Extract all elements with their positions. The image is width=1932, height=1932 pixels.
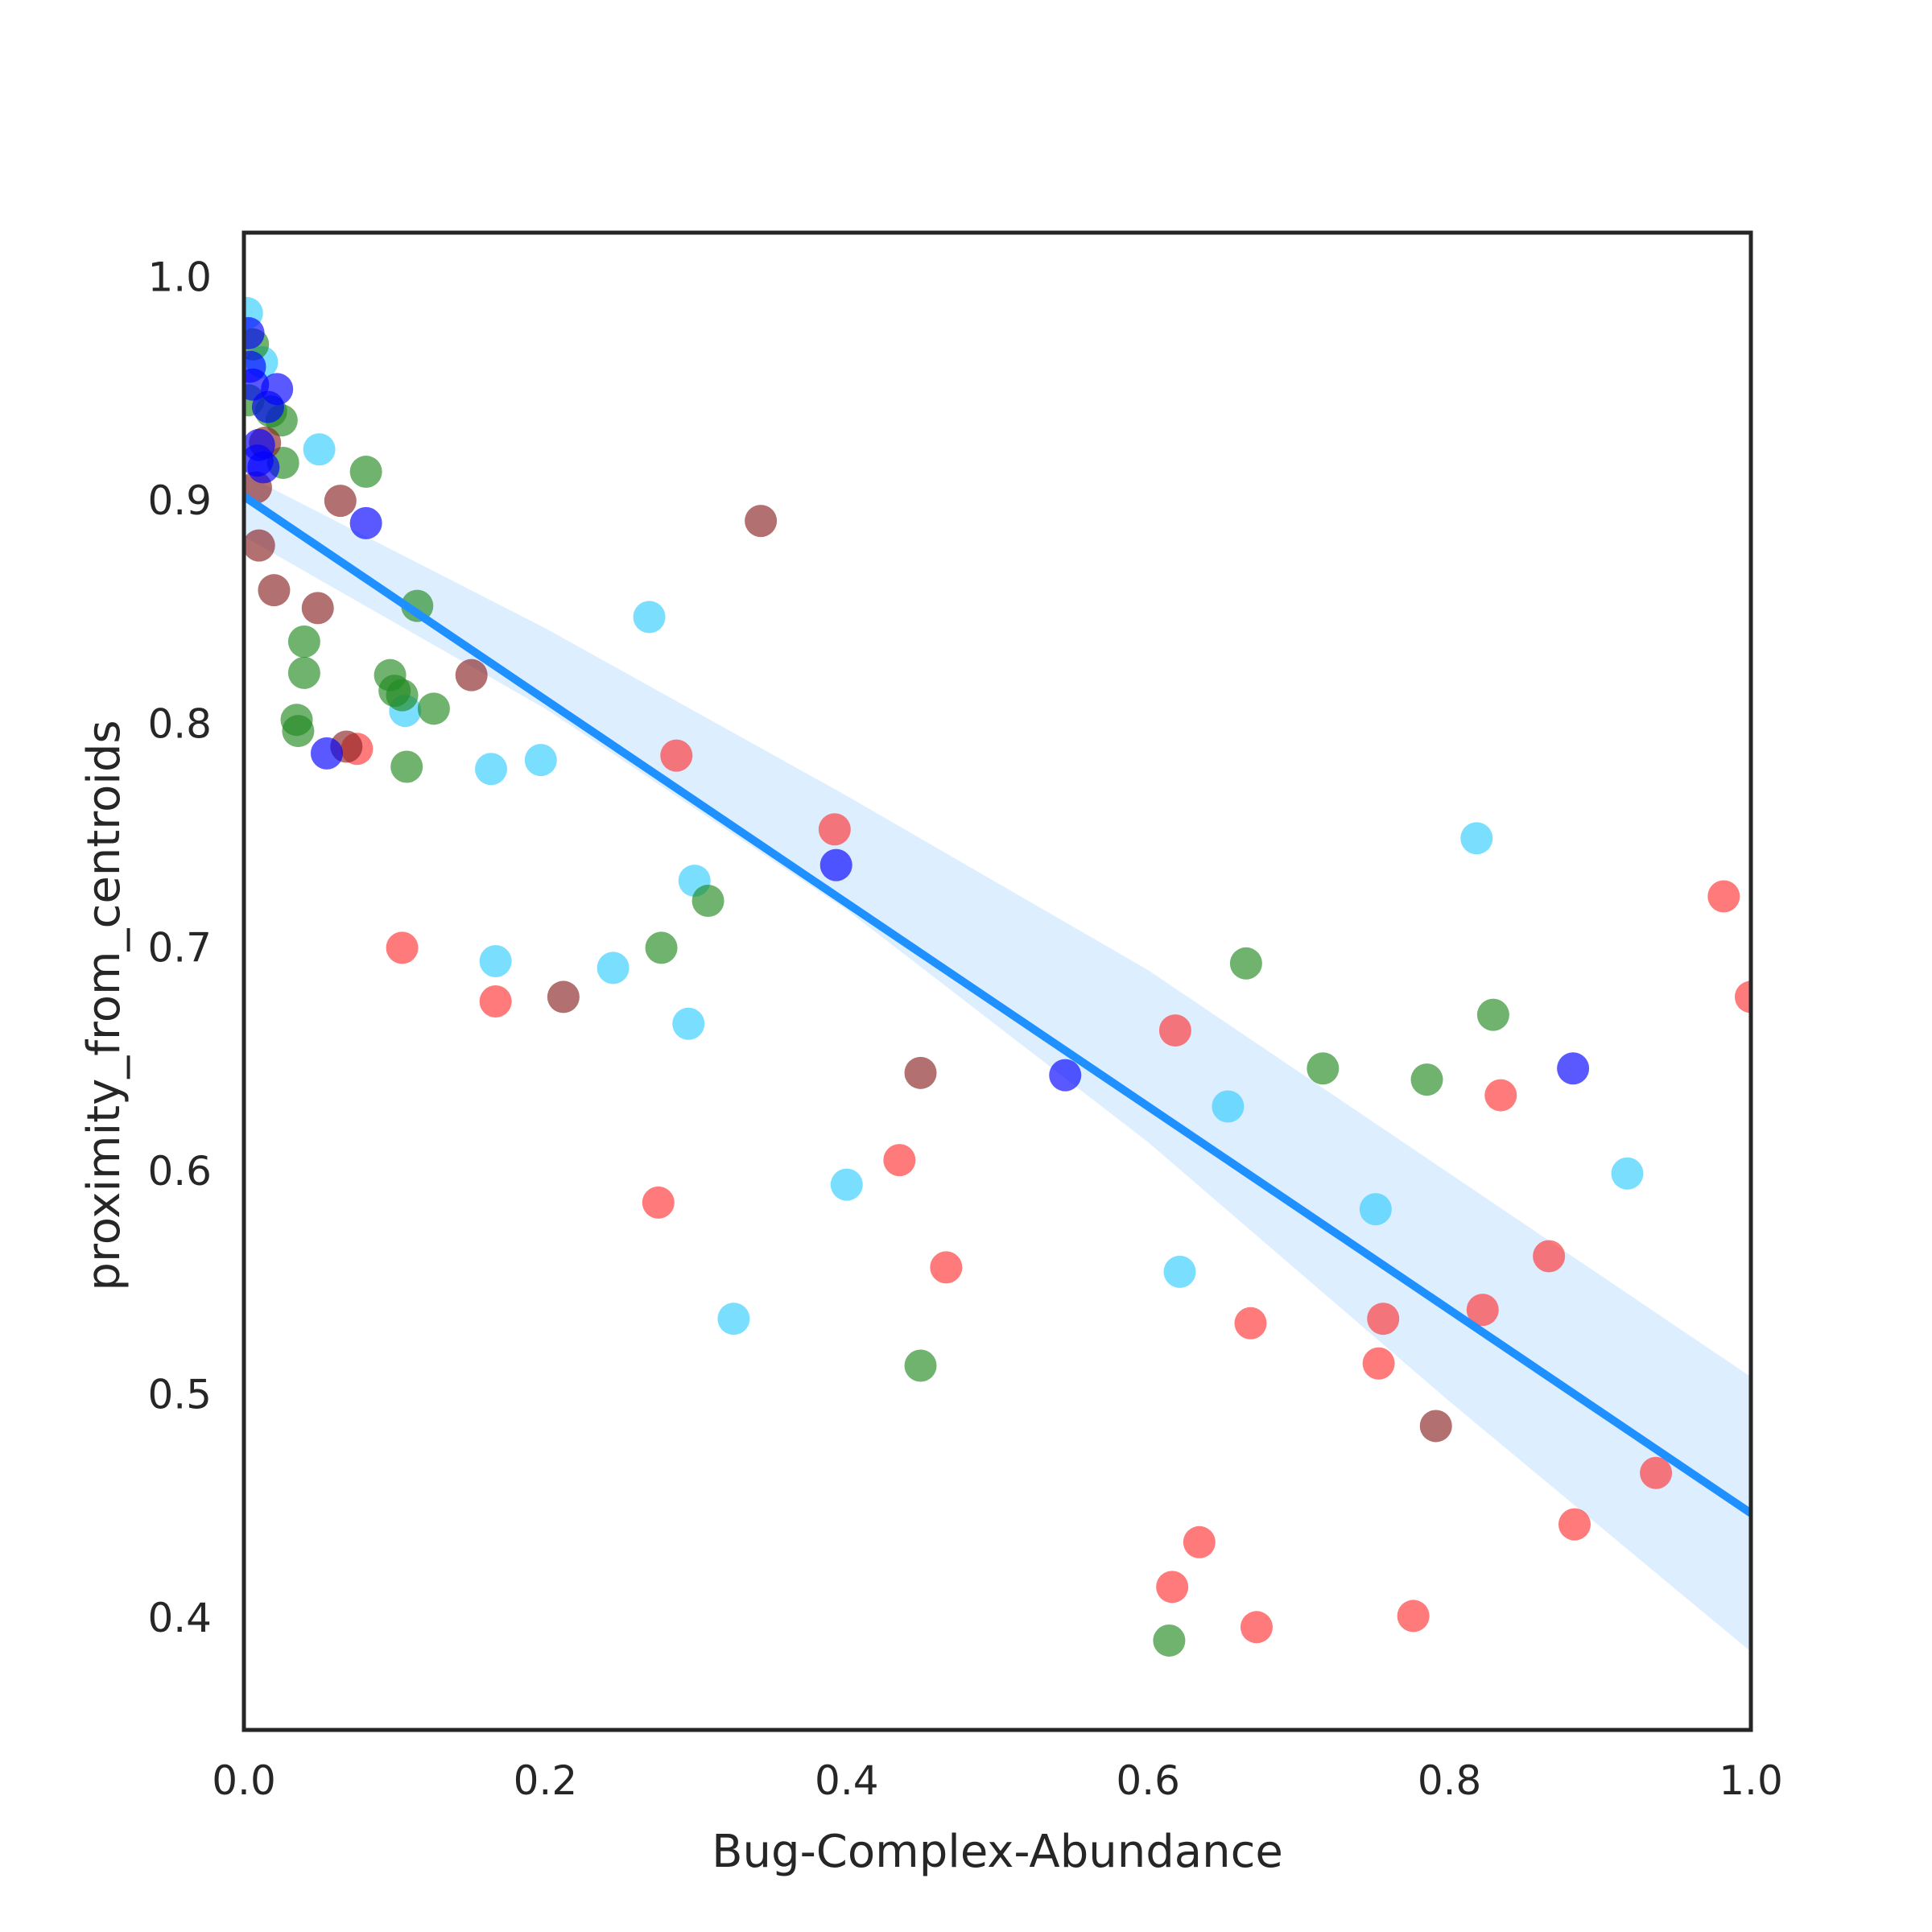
data-point [1410,1063,1443,1096]
data-point [1397,1600,1430,1633]
regression-line [242,493,1753,1517]
data-point [660,739,693,772]
data-point [261,373,294,406]
data-point [301,592,334,625]
x-tick-label: 0.8 [1418,1757,1482,1804]
y-tick-label: 0.5 [147,1372,212,1418]
data-point [244,529,275,562]
data-point [1158,1014,1191,1047]
data-point [717,1302,750,1335]
data-point [1466,1294,1499,1327]
data-point [258,574,291,607]
data-point [1484,1079,1517,1112]
data-point [930,1251,963,1284]
data-point [303,433,336,466]
data-point [479,945,512,978]
data-point [1419,1410,1452,1443]
data-point [645,931,678,964]
data-point [1359,1193,1392,1226]
data-point [1153,1624,1186,1657]
x-axis-label: Bug-Complex-Abundance [712,1826,1283,1878]
data-point [642,1186,675,1219]
data-point [633,601,666,634]
x-tick-label: 0.6 [1116,1757,1180,1804]
y-tick-label: 0.6 [147,1148,212,1195]
regression-line-layer [242,493,1753,1517]
x-tick-label: 1.0 [1719,1757,1783,1804]
data-point [1533,1240,1566,1273]
data-point [830,1168,863,1201]
data-point [1476,998,1509,1031]
data-point [390,750,423,783]
data-point [1611,1157,1644,1190]
data-point [672,1007,705,1040]
data-point [1163,1255,1196,1288]
data-point [1240,1611,1273,1644]
plot-frame [242,230,1753,1732]
data-point [904,1056,937,1089]
data-point [1156,1571,1189,1604]
y-tick-label: 0.8 [147,701,212,748]
data-point [818,813,851,846]
data-point [282,715,315,748]
data-point [324,485,357,518]
data-point [1460,822,1493,855]
data-point [455,658,488,691]
confidence-band [244,473,1751,1652]
data-point [1049,1059,1082,1092]
data-point [1307,1052,1340,1085]
data-point [597,952,630,985]
data-point [883,1144,916,1177]
data-point [745,505,778,538]
data-points-layer [244,296,1751,1657]
data-point [349,456,382,489]
data-point [479,985,512,1018]
data-point [524,744,557,777]
x-tick-label: 0.2 [514,1757,578,1804]
data-point [1362,1347,1395,1380]
y-axis-label: proximity_from_centroids [78,720,130,1290]
data-point [1183,1525,1216,1558]
data-point [819,848,852,881]
x-tick-label: 0.0 [212,1757,276,1804]
data-point [1557,1052,1590,1085]
data-point [1367,1302,1400,1335]
data-point [1558,1508,1591,1541]
data-point [904,1349,937,1382]
data-point [287,656,320,689]
data-point [1640,1456,1673,1489]
data-point [386,679,419,712]
data-point [244,316,265,349]
confidence-band-layer [244,473,1751,1652]
data-point [1707,880,1740,913]
data-point [349,506,382,539]
data-point [1229,947,1262,980]
data-point [691,885,724,918]
data-point [386,931,419,964]
y-tick-label: 0.7 [147,924,212,971]
x-tick-label: 0.4 [815,1757,879,1804]
y-tick-label: 0.9 [147,477,212,524]
y-tick-label: 1.0 [147,254,212,301]
data-point [1212,1090,1245,1123]
data-point [547,980,580,1013]
data-point [247,451,280,484]
y-tick-labels: 0.4 0.5 0.6 0.7 0.8 0.9 1.0 [147,254,212,1642]
data-point [1735,980,1751,1013]
y-tick-label: 0.4 [147,1595,212,1641]
data-point [1234,1307,1267,1340]
data-point [417,692,450,725]
x-tick-labels: 0.0 0.2 0.4 0.6 0.8 1.0 [212,1757,1783,1804]
data-point [287,625,320,658]
data-point [310,737,343,770]
data-point [475,753,508,786]
